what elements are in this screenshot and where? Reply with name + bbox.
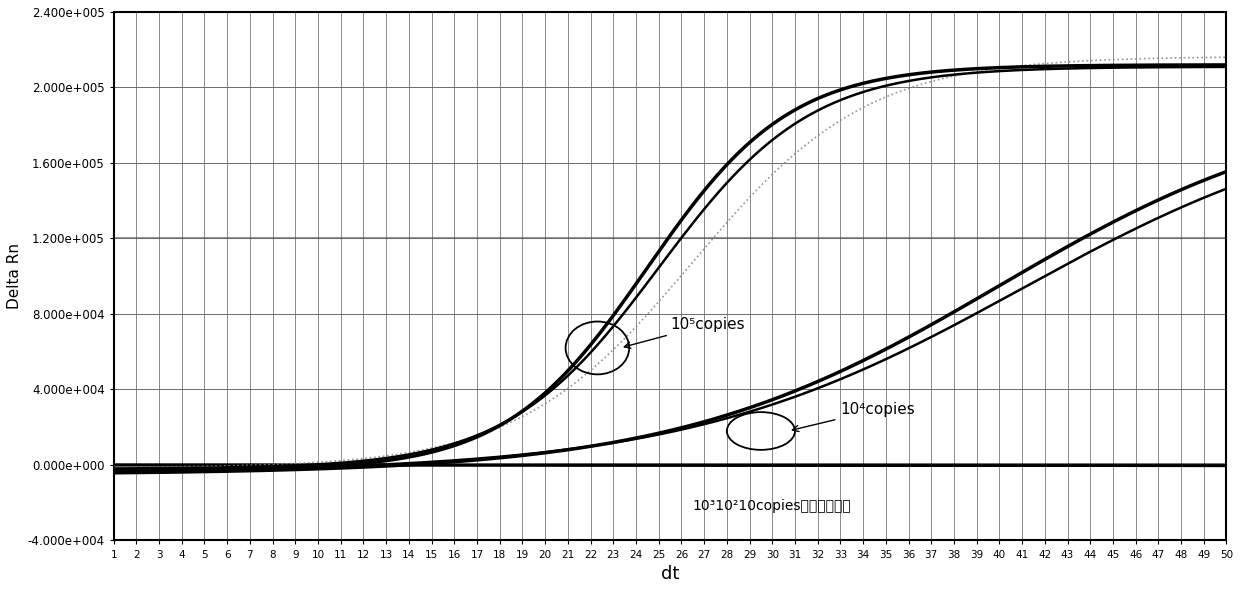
Text: 10⁵copies: 10⁵copies [624,317,745,348]
Text: 10³10²10copies以及阴性对照: 10³10²10copies以及阴性对照 [693,500,852,513]
Text: 10⁴copies: 10⁴copies [792,402,915,431]
Y-axis label: Delta Rn: Delta Rn [7,243,22,309]
X-axis label: dt: dt [661,565,680,583]
